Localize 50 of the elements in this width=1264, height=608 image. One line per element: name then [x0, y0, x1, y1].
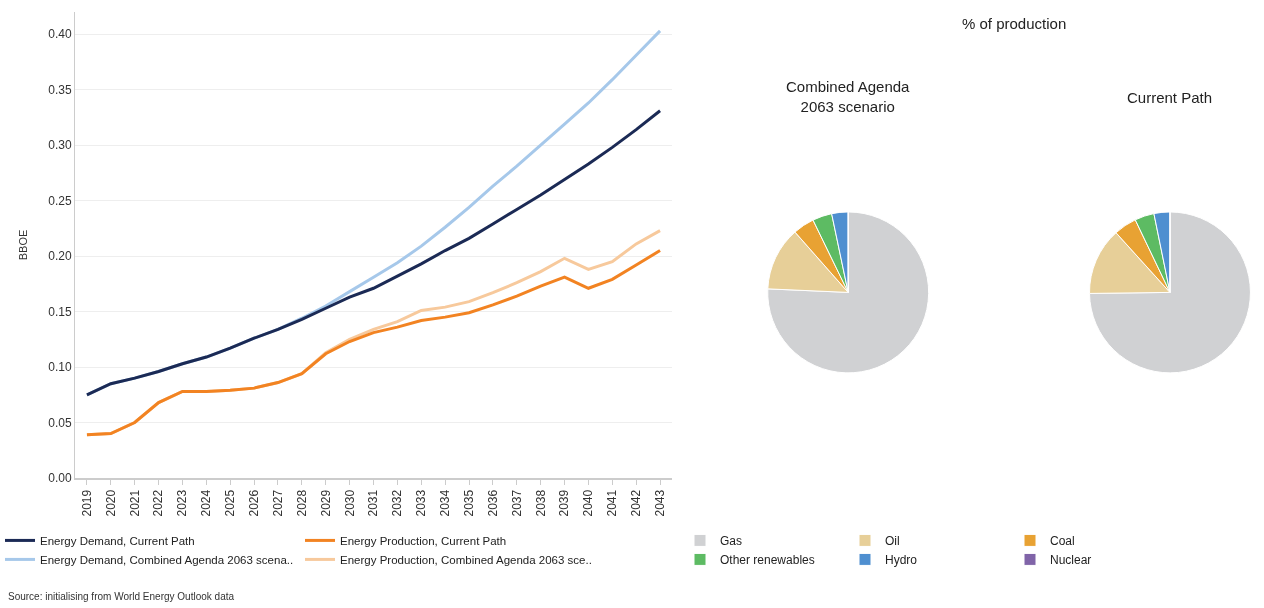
legend-label: Nuclear — [1050, 553, 1092, 568]
y-tick-label: 0.40 — [48, 27, 72, 42]
x-tick-label: 2039 — [557, 489, 572, 517]
x-tick-label: 2042 — [629, 489, 644, 517]
y-axis-title: BBOE — [16, 229, 29, 261]
legend-label: Coal — [1050, 534, 1075, 549]
x-tick-label: 2031 — [366, 489, 381, 517]
y-tick-label: 0.30 — [48, 138, 72, 153]
legend-label: Energy Production, Combined Agenda 2063 sce.. — [340, 553, 592, 566]
x-tick-label: 2027 — [270, 489, 285, 517]
x-tick-label: 2029 — [318, 489, 333, 517]
y-tick-label: 0.10 — [48, 360, 72, 375]
x-tick-label: 2026 — [247, 489, 261, 517]
line-series — [85, 109, 662, 397]
x-tick-label: 2037 — [509, 489, 524, 517]
x-tick-label: 2024 — [199, 489, 214, 517]
x-tick-label: 2038 — [533, 489, 548, 517]
x-tick-label: 2030 — [342, 489, 357, 517]
y-tick-label: 0.15 — [48, 304, 72, 319]
x-tick-label: 2019 — [79, 489, 94, 517]
y-tick-label: 0.05 — [48, 415, 72, 430]
slice-label: Combined Agenda 2063 scenario — [786, 78, 911, 115]
legend-label: Energy Production, Current Path — [340, 534, 507, 547]
x-tick-label: 2040 — [581, 489, 596, 517]
legend-label: Energy Demand, Combined Agenda 2063 scena.. — [40, 553, 294, 566]
slice-label: Current Path — [1127, 89, 1213, 106]
x-tick-label: 2035 — [461, 489, 476, 517]
legend-label: Energy Demand, Current Path — [40, 534, 195, 547]
x-tick-label: 2021 — [127, 489, 142, 517]
x-tick-label: 2020 — [103, 489, 118, 517]
x-tick-label: 2022 — [151, 489, 166, 517]
x-tick-label: 2025 — [223, 489, 238, 517]
x-tick-label: 2041 — [605, 489, 620, 517]
y-tick-label: 0.25 — [48, 193, 72, 208]
x-tick-label: 2033 — [414, 489, 429, 517]
y-tick-label: 0.00 — [48, 471, 72, 486]
x-tick-label: 2034 — [438, 489, 453, 517]
y-tick-label: 0.20 — [48, 249, 72, 264]
x-tick-label: 2032 — [390, 489, 405, 517]
legend-label: Other renewables — [720, 553, 815, 568]
x-tick-label: 2043 — [652, 489, 667, 517]
x-tick-label: 2028 — [294, 489, 309, 517]
legend-label: Gas — [720, 534, 743, 549]
chart-title: % of production — [962, 15, 1067, 32]
legend-label: Hydro — [885, 553, 918, 568]
x-tick-label: 2036 — [485, 489, 500, 517]
y-tick-label: 0.35 — [48, 82, 72, 97]
legend-label: Oil — [885, 534, 900, 549]
source-note: Source: initialising from World Energy Outlook data — [8, 591, 235, 602]
x-tick-label: 2023 — [175, 489, 190, 517]
